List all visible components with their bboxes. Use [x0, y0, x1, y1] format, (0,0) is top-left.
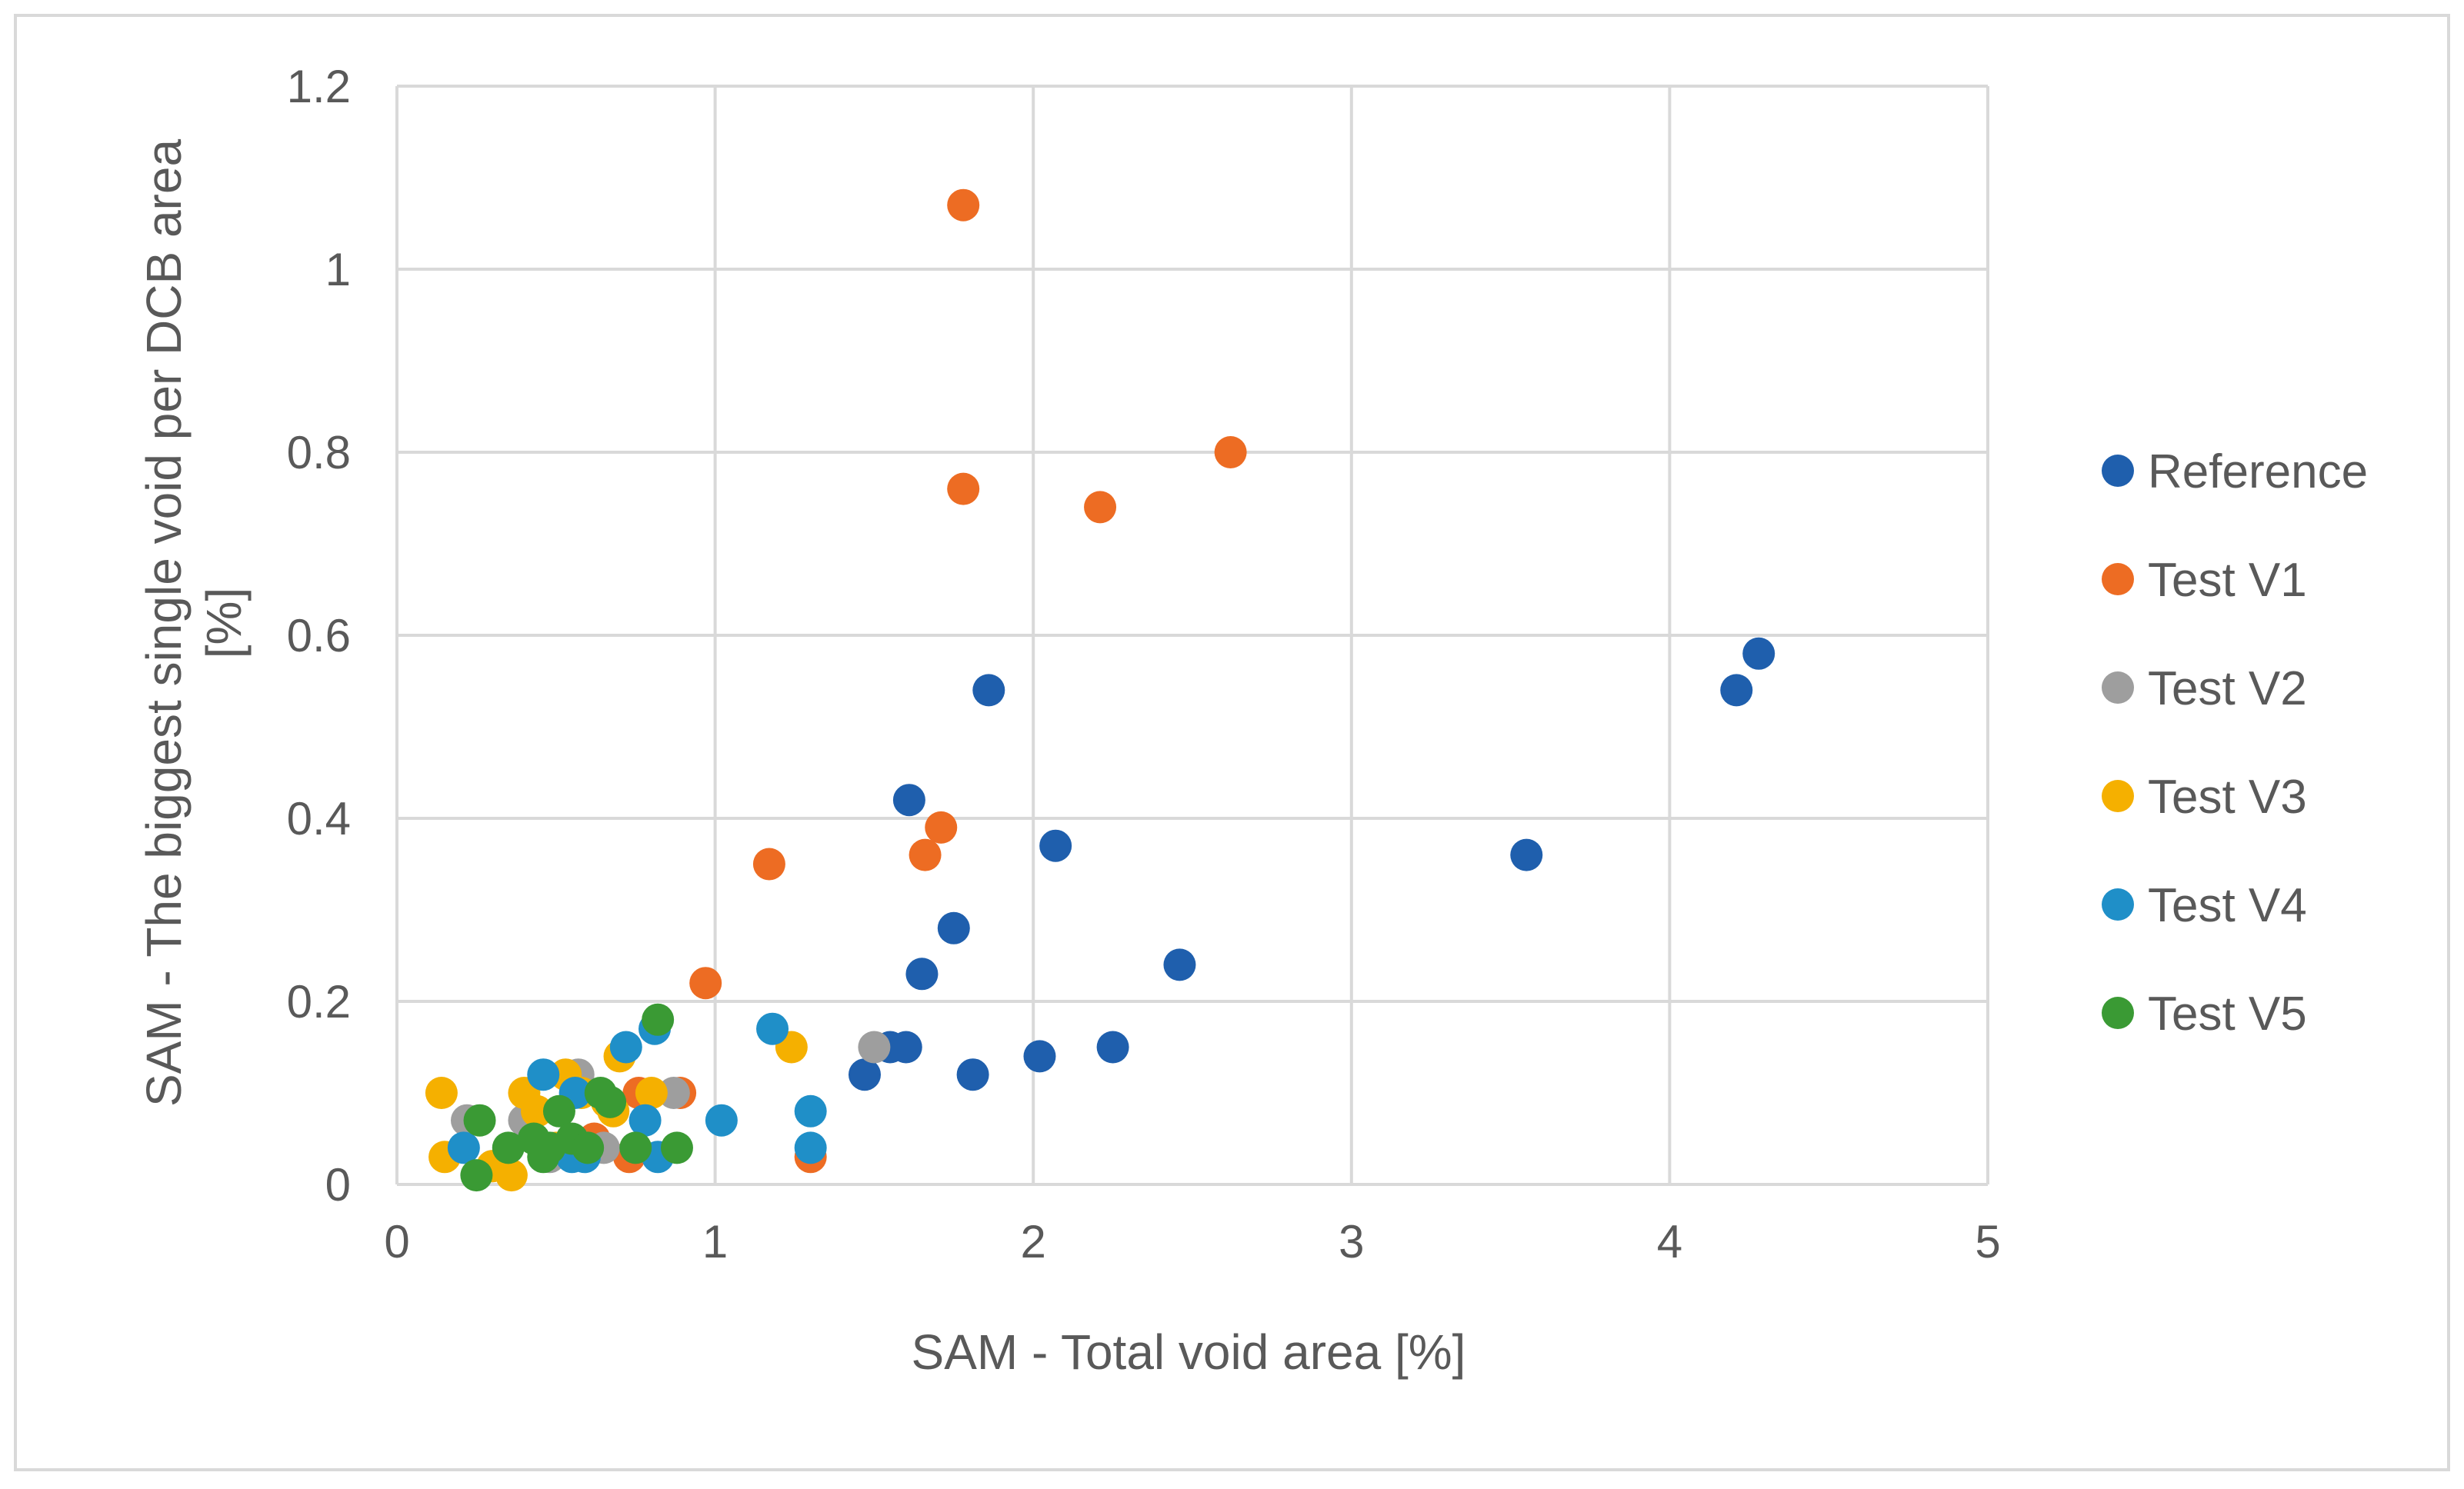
point-reference [1742, 637, 1775, 670]
gridlines [395, 85, 1989, 1186]
x-tick-label: 4 [1657, 1216, 1682, 1267]
point-test-v2 [858, 1031, 891, 1064]
point-reference [1023, 1040, 1056, 1073]
y-tick-label: 0.6 [287, 610, 351, 661]
point-reference [1039, 829, 1072, 862]
y-axis-title-line: SAM - The biggest single void per DCB ar… [136, 139, 192, 1108]
y-tick-label: 0.2 [287, 976, 351, 1028]
y-tick-label: 1.2 [287, 61, 351, 112]
point-reference [1096, 1031, 1129, 1064]
point-test-v1 [909, 838, 942, 871]
point-reference [892, 784, 925, 817]
legend-label-reference: Reference [2148, 445, 2368, 498]
legend-marker-test-v5 [2102, 997, 2134, 1029]
point-test-v5 [463, 1104, 496, 1137]
point-test-v5 [619, 1131, 652, 1164]
point-reference [1720, 674, 1753, 707]
point-test-v1 [947, 472, 980, 505]
point-test-v3 [495, 1159, 528, 1192]
y-tick-label: 0.8 [287, 427, 351, 478]
legend: Reference Test V1 Test V2 Test V3 Test V4 Tes… [2102, 445, 2368, 1041]
point-reference [1163, 948, 1196, 981]
point-test-v4 [527, 1058, 560, 1091]
data-points [425, 188, 1775, 1192]
legend-label-test-v2: Test V2 [2148, 662, 2307, 715]
point-test-v4 [705, 1104, 738, 1137]
point-test-v5 [642, 1003, 675, 1036]
point-test-v3 [520, 1094, 553, 1128]
point-test-v4 [609, 1031, 642, 1064]
point-test-v5 [572, 1131, 605, 1164]
legend-label-test-v1: Test V1 [2148, 554, 2307, 607]
point-test-v4 [794, 1131, 827, 1164]
point-test-v4 [629, 1104, 662, 1137]
point-test-v4 [447, 1131, 480, 1164]
point-test-v5 [542, 1094, 575, 1128]
point-test-v4 [756, 1012, 789, 1045]
legend-label-test-v4: Test V4 [2148, 879, 2307, 932]
x-tick-label: 1 [702, 1216, 728, 1267]
y-axis-title-line: [%] [196, 588, 252, 658]
y-axis-title: SAM - The biggest single void per DCB ar… [136, 139, 252, 1108]
point-test-v1 [689, 967, 722, 1000]
x-tick-label: 3 [1339, 1216, 1364, 1267]
point-test-v5 [533, 1131, 566, 1164]
point-test-v1 [925, 811, 958, 844]
point-test-v4 [794, 1094, 827, 1128]
legend-marker-test-v3 [2102, 780, 2134, 812]
point-test-v3 [635, 1077, 668, 1109]
point-test-v5 [660, 1131, 693, 1164]
y-tick-label: 0 [325, 1159, 351, 1211]
y-tick-label: 1 [325, 244, 351, 295]
legend-marker-test-v2 [2102, 671, 2134, 704]
point-reference [1510, 838, 1543, 871]
point-test-v1 [752, 848, 785, 881]
point-reference [972, 674, 1005, 707]
x-tick-label: 2 [1021, 1216, 1046, 1267]
x-axis-title: SAM - Total void area [%] [912, 1324, 1466, 1380]
point-reference [905, 958, 939, 991]
legend-marker-reference [2102, 455, 2134, 487]
legend-marker-test-v1 [2102, 563, 2134, 595]
point-test-v5 [460, 1159, 493, 1192]
point-test-v3 [425, 1077, 458, 1109]
x-tick-label: 0 [384, 1216, 409, 1267]
point-test-v1 [1084, 491, 1117, 524]
legend-label-test-v5: Test V5 [2148, 988, 2307, 1041]
point-test-v5 [594, 1085, 627, 1118]
point-test-v1 [947, 188, 980, 222]
point-test-v5 [492, 1131, 525, 1164]
point-test-v2 [657, 1077, 690, 1109]
tick-labels: 0 0.2 0.4 0.6 0.8 1 1.2 0 1 2 3 4 5 [287, 61, 2001, 1267]
y-tick-label: 0.4 [287, 793, 351, 844]
x-tick-label: 5 [1975, 1216, 2000, 1267]
legend-label-test-v3: Test V3 [2148, 771, 2307, 824]
point-test-v1 [1214, 436, 1247, 468]
legend-marker-test-v4 [2102, 888, 2134, 921]
point-reference [937, 911, 970, 944]
point-reference [889, 1031, 922, 1064]
chart-border [14, 14, 2450, 1471]
point-reference [956, 1058, 989, 1091]
point-reference [848, 1058, 881, 1091]
